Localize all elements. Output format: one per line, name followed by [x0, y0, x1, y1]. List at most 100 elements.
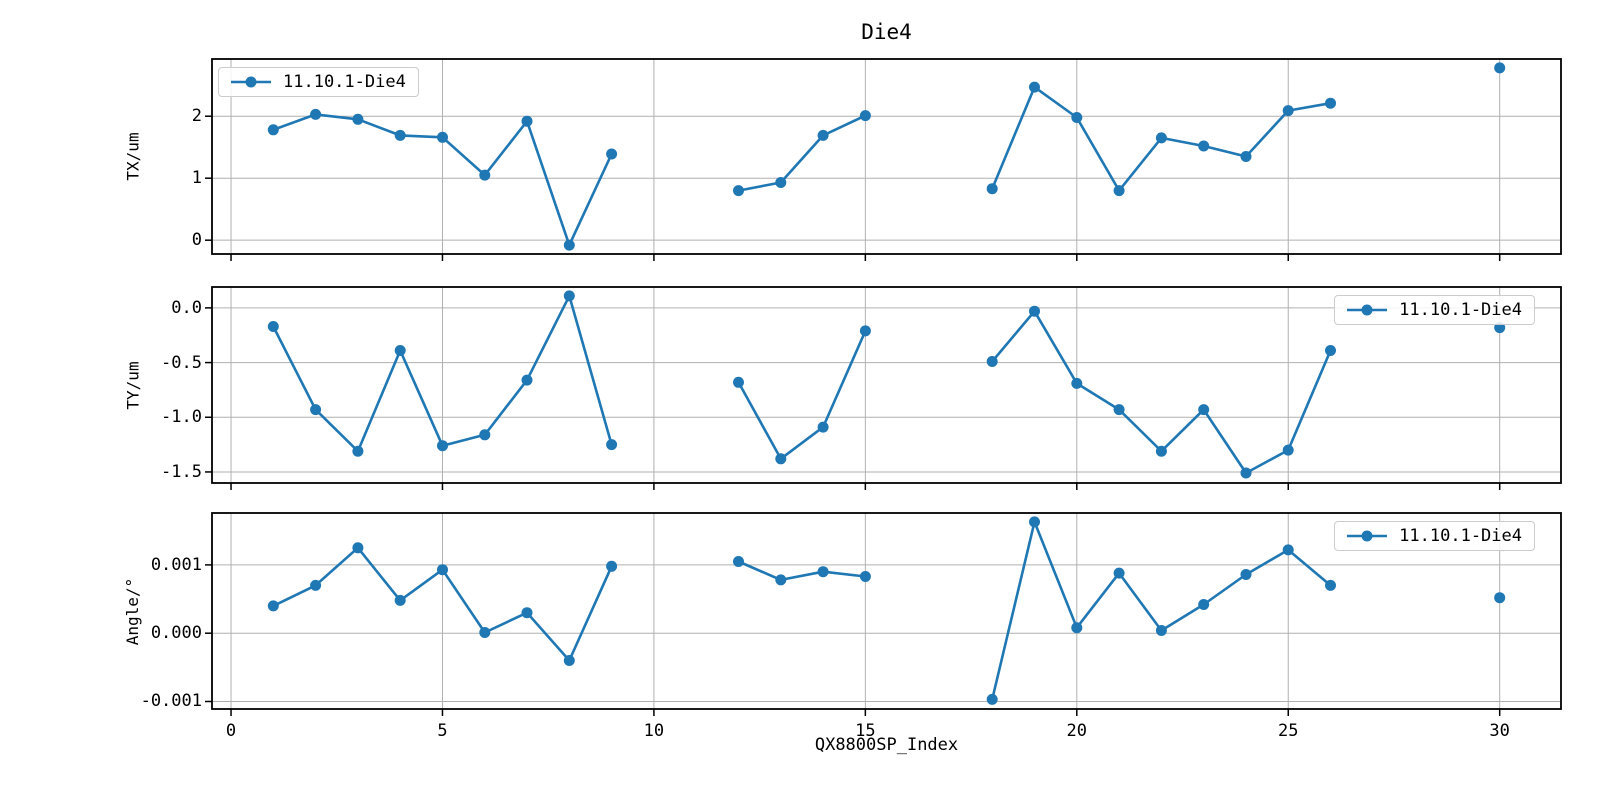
y-axis-label-angle-box: Angle/°	[116, 513, 150, 709]
plot-area-tx	[205, 58, 1562, 261]
legend-line-marker-icon	[1347, 304, 1388, 316]
data-point	[479, 169, 491, 181]
y-tick-label: -0.001	[140, 691, 202, 712]
data-point	[479, 429, 491, 441]
data-point	[1325, 97, 1336, 109]
y-tick-label: 2	[191, 106, 202, 127]
data-point	[1198, 140, 1210, 152]
legend-label-tx: 11.10.1-Die4	[283, 72, 406, 92]
data-point	[986, 183, 998, 195]
data-point	[563, 290, 575, 302]
data-point	[352, 445, 364, 457]
data-point	[479, 627, 491, 638]
data-point	[817, 129, 829, 141]
data-point	[859, 325, 871, 337]
plot-area-angle	[205, 512, 1562, 716]
x-tick-label: 15	[855, 721, 876, 741]
data-point	[1155, 625, 1167, 636]
data-point	[1029, 516, 1040, 528]
data-point	[1494, 592, 1506, 604]
y-tick-label: 0.000	[150, 623, 202, 644]
data-point	[521, 115, 533, 127]
data-point	[1325, 579, 1336, 591]
y-tick-label: -0.5	[161, 352, 202, 373]
axes-frame	[211, 512, 1562, 710]
data-point	[859, 571, 871, 582]
data-point	[1325, 345, 1336, 356]
legend-angle: 11.10.1-Die4	[1334, 521, 1535, 551]
data-point	[1071, 622, 1083, 634]
data-point	[1282, 544, 1294, 556]
y-tick-label: 0	[191, 230, 202, 251]
data-point	[1113, 567, 1125, 579]
data-point	[394, 594, 406, 606]
data-point	[1240, 151, 1252, 162]
y-tick-label: 0.001	[150, 554, 202, 575]
series-line	[737, 114, 867, 192]
data-point	[1494, 62, 1506, 74]
data-point	[1198, 404, 1210, 416]
data-point	[1155, 445, 1167, 457]
plot-area-ty	[205, 286, 1562, 490]
data-point	[437, 131, 448, 143]
data-point	[267, 124, 279, 136]
subplot-ty: TY/um 11.10.1-Die4 0.0 -0.5 -1.0 -1.5	[124, 286, 1562, 490]
series-line	[990, 520, 1332, 701]
legend-label-ty: 11.10.1-Die4	[1399, 300, 1522, 320]
data-point	[817, 421, 829, 433]
data-point	[437, 564, 448, 576]
data-point	[606, 439, 618, 451]
axes-frame	[211, 58, 1562, 255]
x-tick-label: 20	[1066, 721, 1088, 741]
x-tick-label: 0	[225, 721, 237, 741]
data-point	[1155, 132, 1167, 144]
series-line	[737, 560, 867, 582]
y-axis-label-tx-box: TX/um	[116, 59, 150, 254]
series-line	[737, 329, 867, 461]
data-point	[521, 607, 533, 619]
legend-tx: 11.10.1-Die4	[218, 67, 419, 97]
data-point	[775, 574, 787, 586]
data-point	[1113, 185, 1125, 197]
data-point	[310, 108, 322, 120]
data-point	[1029, 305, 1040, 317]
data-point	[1198, 599, 1210, 610]
data-point	[1282, 105, 1294, 117]
data-point	[733, 185, 744, 197]
legend-label-angle: 11.10.1-Die4	[1399, 526, 1522, 546]
data-point	[352, 542, 364, 554]
legend-ty: 11.10.1-Die4	[1334, 295, 1535, 325]
data-point	[1240, 467, 1252, 479]
data-point	[563, 655, 575, 666]
data-point	[817, 566, 829, 578]
x-tick-label: 5	[437, 721, 448, 741]
data-point	[733, 556, 744, 567]
y-tick-label: -1.0	[161, 407, 202, 428]
legend-line-marker-icon	[1347, 530, 1388, 542]
legend-line-marker-icon	[231, 76, 271, 88]
data-point	[267, 321, 279, 332]
axes-frame	[211, 286, 1562, 484]
data-point	[394, 345, 406, 356]
y-tick-label: -1.5	[161, 461, 202, 482]
data-point	[733, 376, 744, 388]
data-point	[986, 356, 998, 367]
figure-title: Die4	[861, 20, 912, 44]
data-point	[1240, 569, 1252, 580]
data-point	[310, 404, 322, 416]
data-point	[563, 239, 575, 251]
data-point	[521, 374, 533, 386]
data-point	[1029, 81, 1040, 93]
data-point	[986, 693, 998, 705]
data-point	[1071, 377, 1083, 389]
data-point	[437, 440, 448, 452]
data-point	[1282, 444, 1294, 456]
x-axis-label: QX8800SP_Index	[814, 735, 959, 755]
x-tick-label: 25	[1277, 721, 1299, 741]
data-point	[1113, 404, 1125, 416]
data-point	[310, 579, 322, 591]
data-point	[775, 177, 787, 188]
y-tick-label: 1	[191, 168, 202, 189]
